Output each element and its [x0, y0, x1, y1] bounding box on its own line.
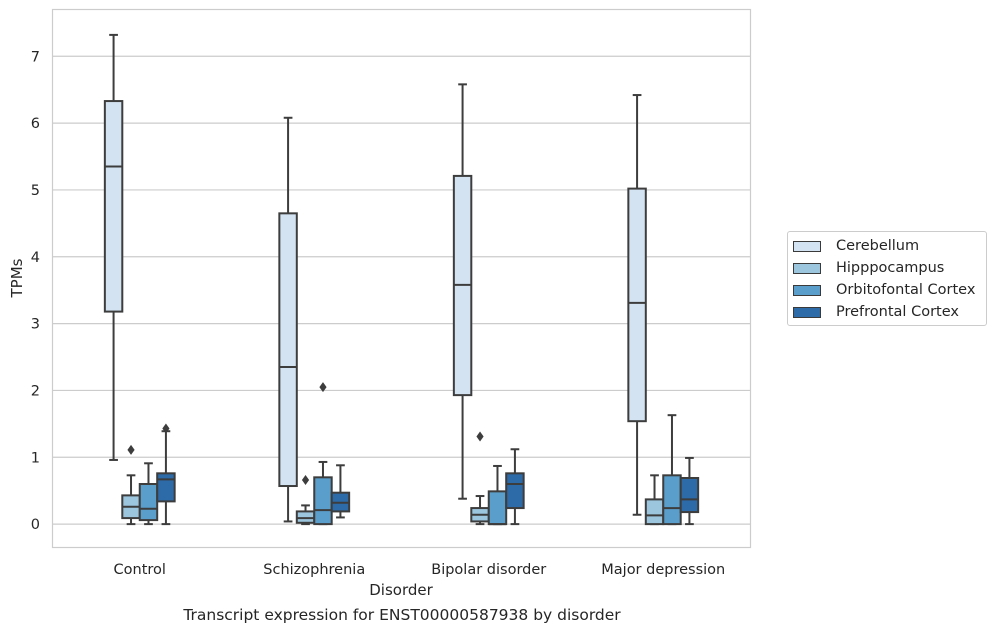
- legend: Cerebellum Hipppocampus Orbitofontal Cor…: [787, 231, 987, 326]
- box-prefrontal-cortex-control: [156, 423, 176, 526]
- legend-label-cerebellum: Cerebellum: [836, 238, 920, 254]
- box-orbitofontal-cortex-major-depression: [662, 414, 682, 526]
- y-axis-ticks: 0 1 2 3 4 5 6 7: [31, 49, 40, 533]
- iqr-box-orbitofontal-cortex-control: [138, 483, 159, 522]
- y-tick-label-0: 0: [31, 517, 40, 533]
- iqr-box-hipppocampus-schizophrenia: [295, 510, 316, 524]
- y-axis-title: TPMs: [8, 258, 26, 298]
- y-tick-label-7: 7: [31, 49, 40, 65]
- iqr-box-cerebellum-control: [103, 100, 124, 313]
- iqr-box-orbitofontal-cortex-schizophrenia: [313, 476, 333, 526]
- x-tick-label-control: Control: [114, 562, 166, 578]
- iqr-box-cerebellum-major-depression: [627, 187, 647, 423]
- chart-title: Transcript expression for ENST0000058793…: [183, 606, 621, 624]
- x-axis-title: Disorder: [369, 581, 433, 599]
- x-tick-label-major-depression: Major depression: [601, 562, 725, 578]
- y-tick-label-4: 4: [31, 250, 40, 266]
- legend-item-orbitofrontal-cortex: Orbitofontal Cortex: [793, 281, 975, 299]
- iqr-box-cerebellum-schizophrenia: [278, 212, 298, 488]
- box-cerebellum-schizophrenia: [278, 116, 298, 523]
- y-tick-label-3: 3: [31, 317, 40, 333]
- legend-swatch-cerebellum: [793, 240, 821, 252]
- outlier-hipppocampus-schizophrenia-0: [301, 474, 310, 485]
- legend-label-prefrontal-cortex: Prefrontal Cortex: [836, 304, 959, 320]
- outlier-hipppocampus-bipolar-disorder-0: [476, 431, 484, 442]
- box-hipppocampus-control: [121, 444, 141, 526]
- legend-swatch-prefrontal-cortex: [793, 306, 821, 318]
- iqr-box-prefrontal-cortex-control: [156, 472, 176, 503]
- legend-label-orbitofrontal-cortex: Orbitofontal Cortex: [836, 282, 976, 298]
- outlier-prefrontal-cortex-control-0: [162, 423, 170, 434]
- legend-label-hippocampus: Hipppocampus: [836, 260, 945, 276]
- box-prefrontal-cortex-major-depression: [679, 456, 700, 526]
- iqr-box-prefrontal-cortex-major-depression: [679, 476, 700, 514]
- legend-swatch-hippocampus: [793, 262, 821, 274]
- iqr-box-hipppocampus-major-depression: [644, 498, 665, 526]
- outlier-orbitofontal-cortex-schizophrenia-0: [319, 382, 327, 393]
- y-tick-label-2: 2: [31, 383, 40, 399]
- iqr-box-orbitofontal-cortex-bipolar-disorder: [487, 490, 508, 526]
- x-axis-ticks: Control Schizophrenia Bipolar disorder Majo…: [114, 562, 726, 578]
- legend-item-prefrontal-cortex: Prefrontal Cortex: [793, 303, 959, 321]
- box-cerebellum-bipolar-disorder: [452, 83, 473, 500]
- legend-item-hippocampus: Hipppocampus: [793, 259, 944, 277]
- outlier-hipppocampus-control-0: [127, 444, 135, 455]
- legend-swatch-orbitofrontal-cortex: [793, 284, 821, 296]
- box-cerebellum-control: [103, 33, 124, 461]
- box-series: [103, 33, 700, 526]
- legend-item-cerebellum: Cerebellum: [793, 237, 919, 255]
- y-tick-label-1: 1: [31, 450, 40, 466]
- box-prefrontal-cortex-bipolar-disorder: [505, 448, 525, 526]
- iqr-box-orbitofontal-cortex-major-depression: [662, 474, 682, 526]
- box-cerebellum-major-depression: [627, 94, 647, 516]
- y-tick-label-6: 6: [31, 116, 40, 132]
- iqr-box-prefrontal-cortex-bipolar-disorder: [505, 472, 525, 510]
- y-tick-label-5: 5: [31, 183, 40, 199]
- x-tick-label-schizophrenia: Schizophrenia: [263, 562, 365, 578]
- box-prefrontal-cortex-schizophrenia: [330, 464, 351, 519]
- x-tick-label-bipolar-disorder: Bipolar disorder: [431, 562, 546, 578]
